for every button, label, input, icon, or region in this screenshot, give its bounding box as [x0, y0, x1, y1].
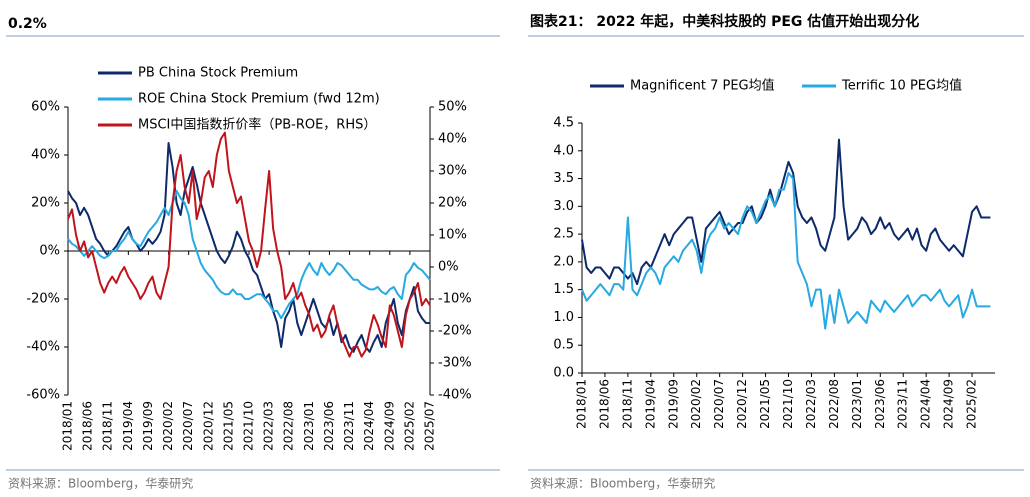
- series-line: [67, 131, 431, 358]
- x-tick-label: 2018/11: [620, 379, 634, 429]
- chart-title: 0.2%: [8, 16, 47, 32]
- x-tick-label: 2021/10: [242, 401, 256, 451]
- y-tick-label: 1.0: [553, 310, 574, 325]
- legend-label: Terrific 10 PEG均值: [841, 78, 962, 94]
- series-line: [67, 190, 431, 320]
- x-tick-label: 2018/11: [101, 401, 115, 451]
- y2-tick-label: 40%: [438, 132, 467, 147]
- y2-tick-label: 0%: [438, 260, 459, 275]
- x-tick-label: 2023/11: [896, 379, 910, 429]
- y2-tick-label: -40%: [438, 388, 472, 403]
- x-tick-label: 2024/04: [362, 401, 376, 451]
- y2-tick-label: -10%: [438, 292, 472, 307]
- chart-title: 图表21： 2022 年起，中美科技股的 PEG 估值开始出现分化: [530, 13, 919, 30]
- y-tick-label: 0%: [39, 244, 60, 259]
- y-tick-label: -40%: [26, 340, 60, 355]
- x-tick-label: 2020/07: [712, 379, 726, 429]
- x-tick-label: 2024/09: [942, 379, 956, 429]
- source: 资料来源：Bloomberg，华泰研究: [8, 476, 193, 491]
- x-tick-label: 2024/04: [919, 379, 933, 429]
- x-tick-label: 2022/08: [827, 379, 841, 429]
- y2-tick-label: 50%: [438, 100, 467, 115]
- x-tick-label: 2021/10: [781, 379, 795, 429]
- y2-tick-label: 20%: [438, 196, 467, 211]
- y2-tick-label: 30%: [438, 164, 467, 179]
- y-tick-label: 4.0: [553, 143, 574, 158]
- y-tick-label: -60%: [26, 388, 60, 403]
- x-tick-label: 2025/07: [423, 401, 437, 451]
- y2-tick-label: -30%: [438, 356, 472, 371]
- y-tick-label: 1.5: [553, 282, 574, 297]
- x-tick-label: 2021/05: [758, 379, 772, 429]
- y-tick-label: 60%: [31, 100, 60, 115]
- x-tick-label: 2022/08: [282, 401, 296, 451]
- x-tick-label: 2023/06: [873, 379, 887, 429]
- x-tick-label: 2020/02: [161, 401, 175, 451]
- x-tick-label: 2018/06: [597, 379, 611, 429]
- x-tick-label: 2019/09: [141, 401, 155, 451]
- x-tick-label: 2020/12: [201, 401, 215, 451]
- series-line: [67, 142, 430, 353]
- x-tick-label: 2019/09: [666, 379, 680, 429]
- series-line: [581, 138, 991, 286]
- x-tick-label: 2023/06: [322, 401, 336, 451]
- x-tick-label: 2022/03: [804, 379, 818, 429]
- x-tick-label: 2023/01: [302, 401, 316, 451]
- y-tick-label: 20%: [31, 196, 60, 211]
- x-tick-label: 2024/09: [382, 401, 396, 451]
- series-line: [581, 172, 991, 330]
- x-tick-label: 2019/04: [121, 401, 135, 451]
- source: 资料来源：Bloomberg，华泰研究: [530, 476, 715, 491]
- y-tick-label: 2.5: [553, 227, 574, 242]
- x-tick-label: 2020/07: [181, 401, 195, 451]
- legend-label: Magnificent 7 PEG均值: [630, 78, 775, 94]
- x-tick-label: 2018/06: [81, 401, 95, 451]
- y-tick-label: 3.0: [553, 199, 574, 214]
- x-tick-label: 2021/05: [221, 401, 235, 451]
- x-tick-label: 2022/03: [262, 401, 276, 451]
- x-tick-label: 2020/02: [689, 379, 703, 429]
- x-tick-label: 2025/02: [402, 401, 416, 451]
- x-tick-label: 2018/01: [61, 401, 75, 451]
- x-tick-label: 2023/01: [850, 379, 864, 429]
- y-tick-label: 4.5: [553, 116, 574, 131]
- legend-label: PB China Stock Premium: [138, 66, 298, 81]
- y2-tick-label: -20%: [438, 324, 472, 339]
- x-tick-label: 2025/02: [965, 379, 979, 429]
- y-tick-label: -20%: [26, 292, 60, 307]
- legend-label: ROE China Stock Premium (fwd 12m): [138, 92, 380, 107]
- legend-label: MSCI中国指数折价率（PB-ROE，RHS）: [138, 117, 376, 133]
- x-tick-label: 2018/01: [575, 379, 589, 429]
- y-tick-label: 0.5: [553, 338, 574, 353]
- y-tick-label: 2.0: [553, 254, 574, 269]
- y-tick-label: 0.0: [553, 366, 574, 381]
- y2-tick-label: 10%: [438, 228, 467, 243]
- x-tick-label: 2023/11: [342, 401, 356, 451]
- y-tick-label: 3.5: [553, 171, 574, 186]
- x-tick-label: 2020/12: [735, 379, 749, 429]
- y-tick-label: 40%: [31, 148, 60, 163]
- x-tick-label: 2019/04: [643, 379, 657, 429]
